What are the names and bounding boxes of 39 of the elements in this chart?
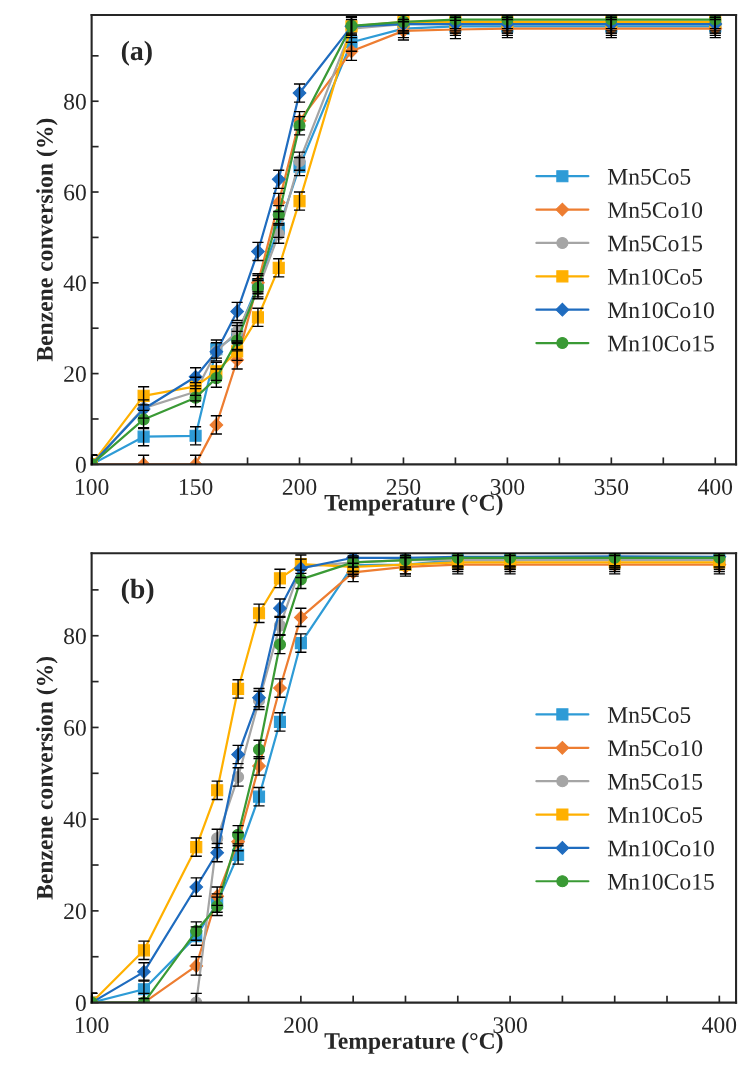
legend-label: Mn10Co15 (607, 873, 714, 890)
y-tick-label: 20 (64, 903, 86, 920)
y-tick-label: 60 (64, 719, 86, 736)
y-tick-label: 0 (75, 995, 86, 1012)
legend-label: Mn5Co15 (607, 773, 703, 790)
legend-label: Mn10Co10 (607, 840, 714, 857)
x-tick-label: 300 (493, 1017, 527, 1034)
x-axis-title: Temperature (°C) (324, 1032, 503, 1054)
legend-label: Mn5Co5 (607, 168, 691, 185)
y-tick-label: 40 (63, 275, 86, 292)
y-tick-label: 80 (64, 628, 86, 645)
legend-label: Mn10Co10 (607, 302, 714, 319)
legend-label: Mn5Co10 (607, 202, 703, 219)
y-tick-label: 60 (64, 184, 86, 201)
legend-label: Mn10Co5 (607, 268, 703, 285)
annotation: (a) (121, 40, 152, 66)
x-tick-label: 200 (284, 1017, 318, 1034)
y-tick-label: 20 (64, 366, 86, 383)
legend-label: Mn5Co5 (607, 707, 691, 723)
x-tick-label: 100 (76, 1017, 109, 1034)
x-tick-label: 400 (698, 478, 733, 495)
x-axis-title: Temperature (°C) (324, 494, 503, 516)
legend-label: Mn10Co5 (607, 807, 703, 824)
y-axis-title: Benzene conversion (%) (36, 656, 58, 900)
x-tick-label: 100 (76, 478, 109, 495)
legend-label: Mn10Co15 (607, 335, 714, 352)
x-tick-label: 250 (386, 478, 421, 495)
x-tick-label: 400 (702, 1017, 737, 1034)
y-tick-label: 0 (75, 456, 86, 473)
y-tick-label: 80 (64, 93, 86, 110)
legend-label: Mn5Co10 (607, 740, 703, 757)
annotation: (b) (121, 578, 154, 605)
x-tick-label: 300 (490, 478, 525, 495)
x-tick-label: 350 (594, 478, 629, 495)
x-tick-label: 150 (179, 478, 213, 495)
y-axis-title: Benzene conversion (%) (36, 118, 58, 362)
y-tick-label: 40 (63, 811, 86, 828)
legend-label: Mn5Co15 (607, 235, 703, 252)
x-tick-label: 200 (282, 478, 317, 495)
